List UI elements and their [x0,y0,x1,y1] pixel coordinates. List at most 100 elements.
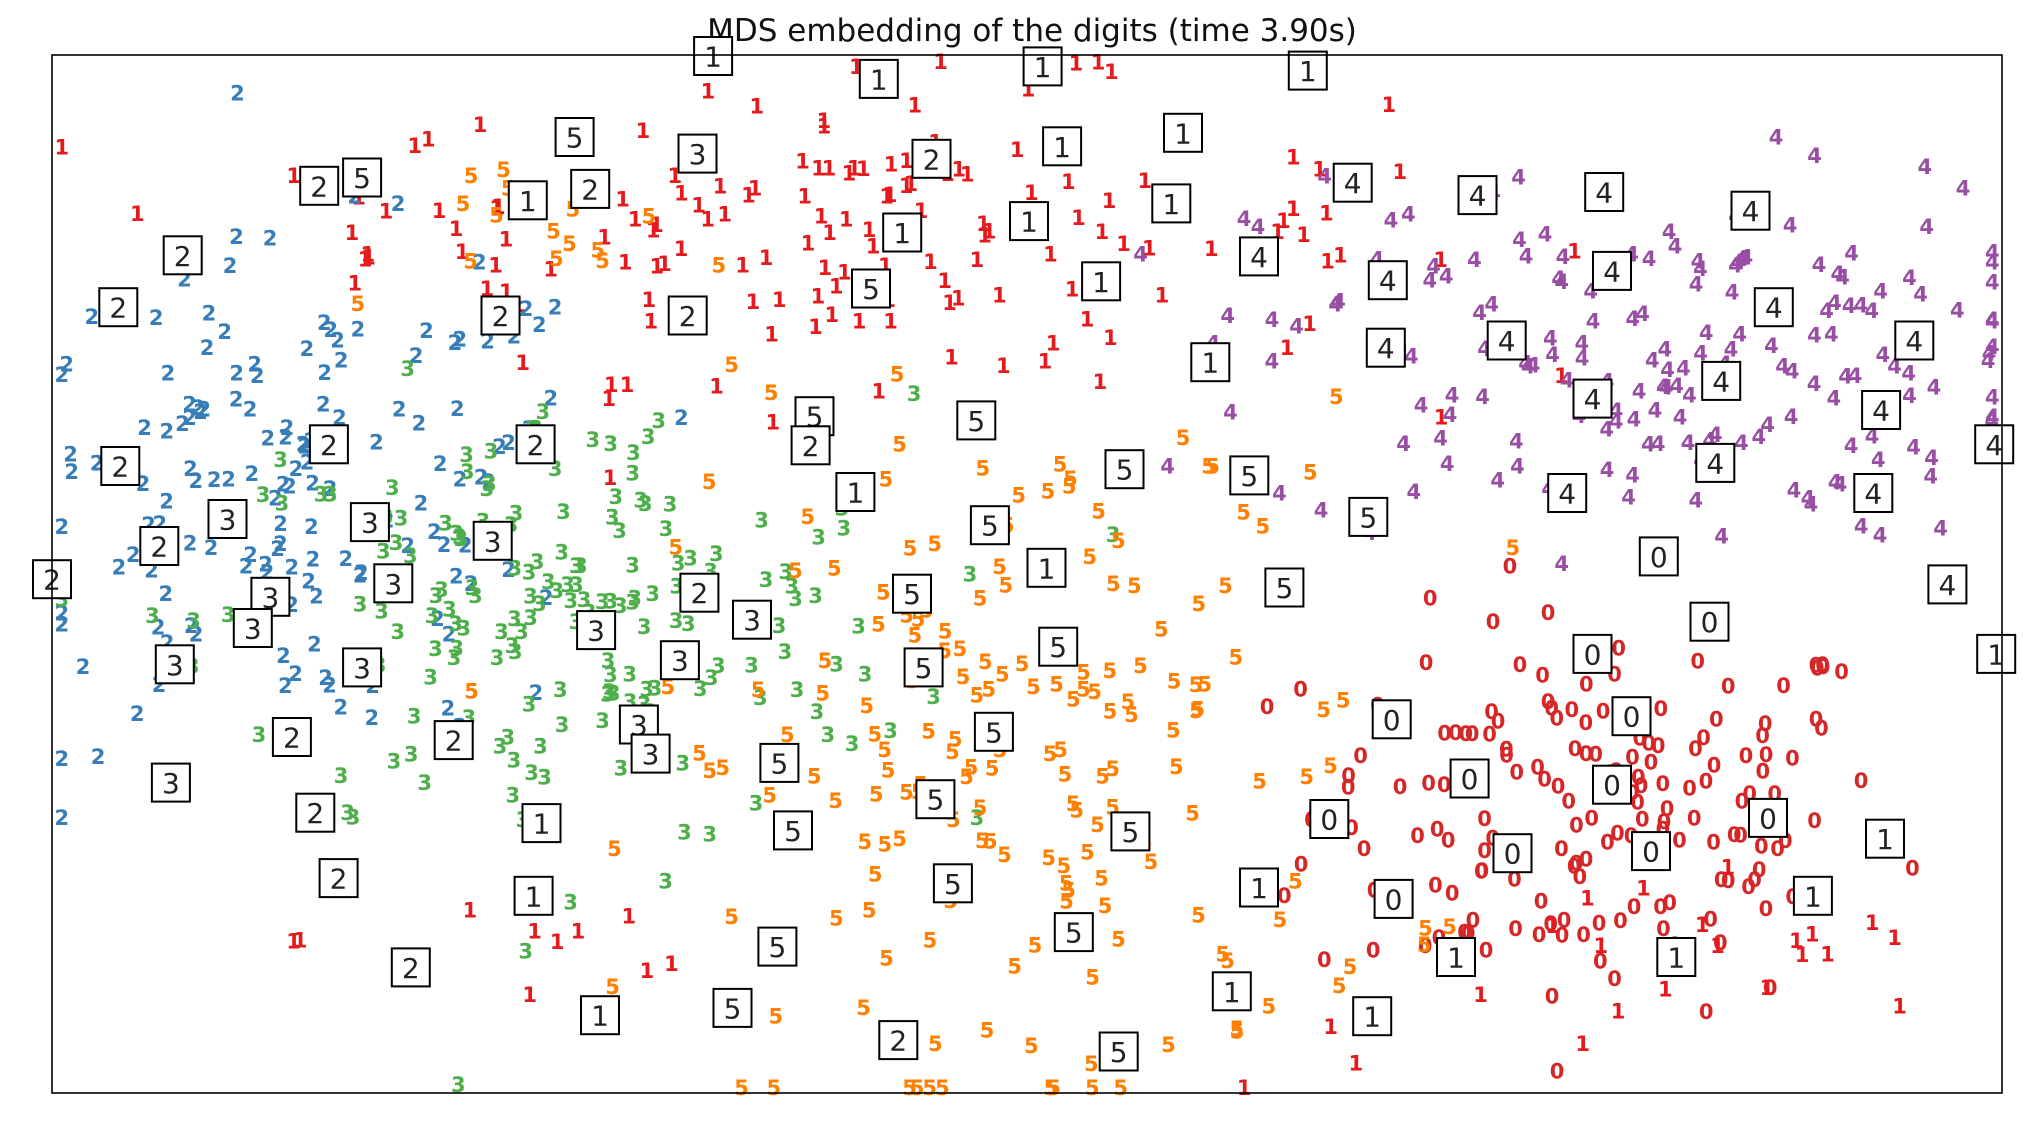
data-point-1-348: 1 [361,246,376,270]
data-point-3-580: 3 [778,640,793,664]
data-point-5-918: 5 [938,619,953,643]
data-point-4-692: 4 [1223,401,1238,425]
data-point-5-933: 5 [692,741,707,765]
data-point-2-494: 2 [188,469,203,493]
data-point-3-527: 3 [553,678,568,702]
data-point-0-12: 0 [1721,869,1736,893]
data-point-0-155: 0 [1576,923,1591,947]
data-point-5-909: 5 [829,907,844,931]
digit-thumbnail-glyph: 1 [1092,266,1110,299]
data-point-5-986: 5 [1041,479,1056,503]
digit-thumbnail-glyph: 4 [1864,478,1882,511]
digit-thumbnail-frame [1974,424,2015,465]
data-point-2-457: 2 [301,569,316,593]
digit-thumbnail-40: 0 [1592,764,1632,805]
data-point-3-682: 3 [456,616,471,640]
data-point-1-322: 1 [1720,856,1735,880]
data-point-2-454: 2 [159,420,174,444]
data-point-5-956: 5 [1161,1033,1176,1057]
data-point-5-920: 5 [788,559,803,583]
data-point-2-413: 2 [519,297,534,321]
data-point-5-960: 5 [1191,592,1206,616]
data-point-3-637: 3 [482,472,497,496]
digit-thumbnail-frame [580,995,620,1036]
data-point-0-0: 0 [1549,706,1564,730]
digit-thumbnail-glyph: 1 [519,185,537,218]
digit-thumbnail-51: 1 [1211,971,1252,1012]
data-point-2-395: 2 [196,398,211,422]
data-point-1-228: 1 [814,204,829,228]
data-point-3-629: 3 [376,539,391,563]
data-point-3-634: 3 [541,570,556,594]
data-point-2-377: 2 [193,400,208,424]
data-point-3-581: 3 [603,590,618,614]
data-point-1-291: 1 [499,228,514,252]
data-point-1-220: 1 [829,275,844,299]
data-point-4-760: 4 [1873,523,1888,547]
data-point-1-209: 1 [1320,249,1335,273]
data-point-1-344: 1 [360,242,375,266]
data-point-1-222: 1 [1286,146,1301,170]
data-point-5-939: 5 [828,789,843,813]
data-point-1-256: 1 [970,248,985,272]
digit-thumbnail-frame [1367,260,1408,301]
data-point-3-616: 3 [522,561,537,585]
data-point-3-632: 3 [453,527,468,551]
data-point-5-1063: 5 [546,220,561,244]
data-point-3-513: 3 [622,663,637,687]
digit-thumbnail-glyph: 1 [893,217,911,250]
digit-thumbnail-glyph: 0 [1701,606,1719,639]
data-point-0-104: 0 [1755,724,1770,748]
data-point-4-809: 4 [1923,464,1938,488]
digit-thumbnail-frame [1239,236,1279,277]
data-point-4-774: 4 [1824,322,1839,346]
data-point-4-722: 4 [1734,431,1749,455]
data-point-4-799: 4 [1873,280,1888,304]
data-point-2-368: 2 [239,555,254,579]
digit-thumbnail-frame [1163,112,1203,153]
data-point-0-6: 0 [1437,773,1452,797]
data-point-0-67: 0 [1437,722,1452,746]
digit-thumbnail-glyph: 5 [1065,917,1083,950]
data-point-0-88: 0 [1814,716,1829,740]
data-point-3-623: 3 [851,615,866,639]
data-point-4-872: 4 [1237,207,1252,231]
data-point-2-504: 2 [297,435,312,459]
data-point-5-914: 5 [1228,646,1243,670]
digit-thumbnail-49: 1 [1436,937,1476,977]
data-point-2-410: 2 [437,533,452,557]
digit-thumbnail-glyph: 4 [1765,292,1783,325]
data-point-1-199: 1 [713,174,728,198]
data-point-2-443: 2 [54,613,69,637]
data-point-4-771: 4 [1556,245,1571,269]
data-point-3-519: 3 [323,482,338,506]
data-point-5-1027: 5 [1166,719,1181,743]
data-point-5-1062: 5 [595,249,610,273]
data-point-1-334: 1 [1865,911,1880,935]
data-point-5-1041: 5 [881,758,896,782]
data-point-4-757: 4 [1657,337,1672,361]
data-point-5-900: 5 [981,677,996,701]
digit-thumbnail-frame [98,287,139,328]
data-point-2-479: 2 [278,674,293,698]
data-point-0-140: 0 [1441,829,1456,853]
data-point-1-329: 1 [1237,1076,1252,1100]
data-point-2-409: 2 [369,431,384,455]
data-point-1-296: 1 [701,79,716,103]
data-point-5-1010: 5 [724,353,739,377]
data-point-2-406: 2 [64,460,79,484]
data-point-2-384: 2 [548,295,563,319]
digit-thumbnail-glyph: 2 [330,863,348,896]
data-point-1-268: 1 [597,225,612,249]
digit-thumbnail-50: 1 [1352,996,1393,1037]
data-point-5-934: 5 [1133,654,1148,678]
data-point-0-23: 0 [1657,810,1672,834]
data-point-5-1036: 5 [969,684,984,708]
data-point-4-787: 4 [1826,387,1841,411]
data-point-0-167: 0 [1809,653,1824,677]
data-point-3-523: 3 [403,544,418,568]
data-point-3-538: 3 [1106,523,1121,547]
digit-thumbnail-glyph: 5 [926,784,944,817]
digit-thumbnail-95: 2 [295,792,336,833]
